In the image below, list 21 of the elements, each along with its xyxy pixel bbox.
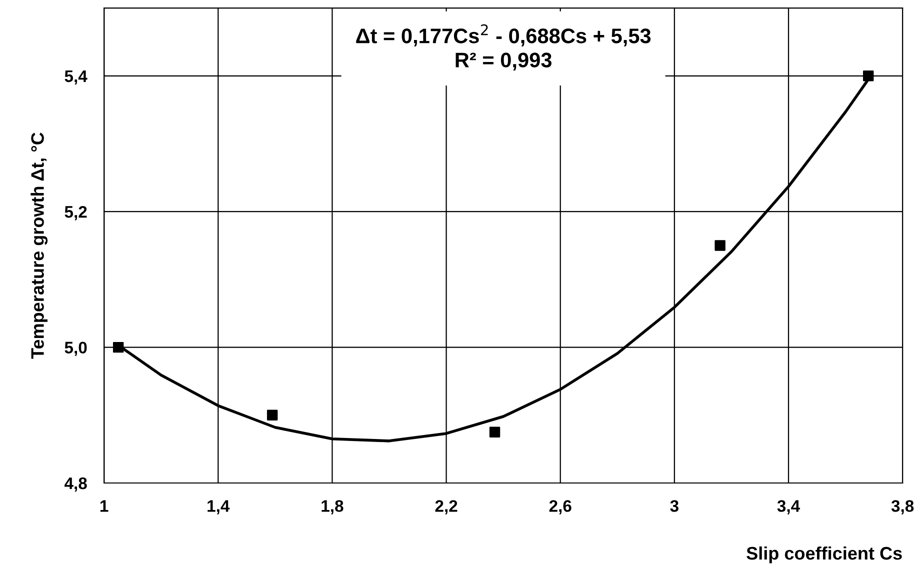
x-tick-label: 1 bbox=[100, 500, 108, 512]
x-tick-label: 1,4 bbox=[208, 500, 230, 514]
point bbox=[266, 410, 278, 421]
x-tick-label: 3 bbox=[670, 500, 678, 512]
y-tick-label: 5,4 bbox=[64, 70, 88, 85]
point bbox=[112, 342, 124, 353]
x-tick-label: 2,2 bbox=[435, 500, 458, 514]
x-tick-label: 3,4 bbox=[777, 500, 800, 514]
annotation: R² = 0,993 bbox=[456, 52, 552, 70]
y-tick-label: 5,0 bbox=[64, 342, 87, 356]
x-axis-title: Slip coefficient Cs bbox=[746, 546, 902, 564]
y-axis-title: Temperature growth Δt, °C bbox=[30, 132, 48, 359]
x-tick-label: 3,8 bbox=[891, 500, 914, 514]
y-tick-label: 5,2 bbox=[64, 206, 87, 220]
annotation: Δt = 0,177Cs$^{2}$ - 0,688Cs + 5,53 bbox=[356, 24, 651, 46]
point bbox=[489, 426, 500, 438]
x-tick-label: 2,6 bbox=[549, 500, 572, 514]
y-tick-label: 4,8 bbox=[64, 477, 87, 492]
point bbox=[863, 70, 874, 82]
point bbox=[714, 240, 726, 251]
x-tick-label: 1,8 bbox=[322, 500, 344, 514]
